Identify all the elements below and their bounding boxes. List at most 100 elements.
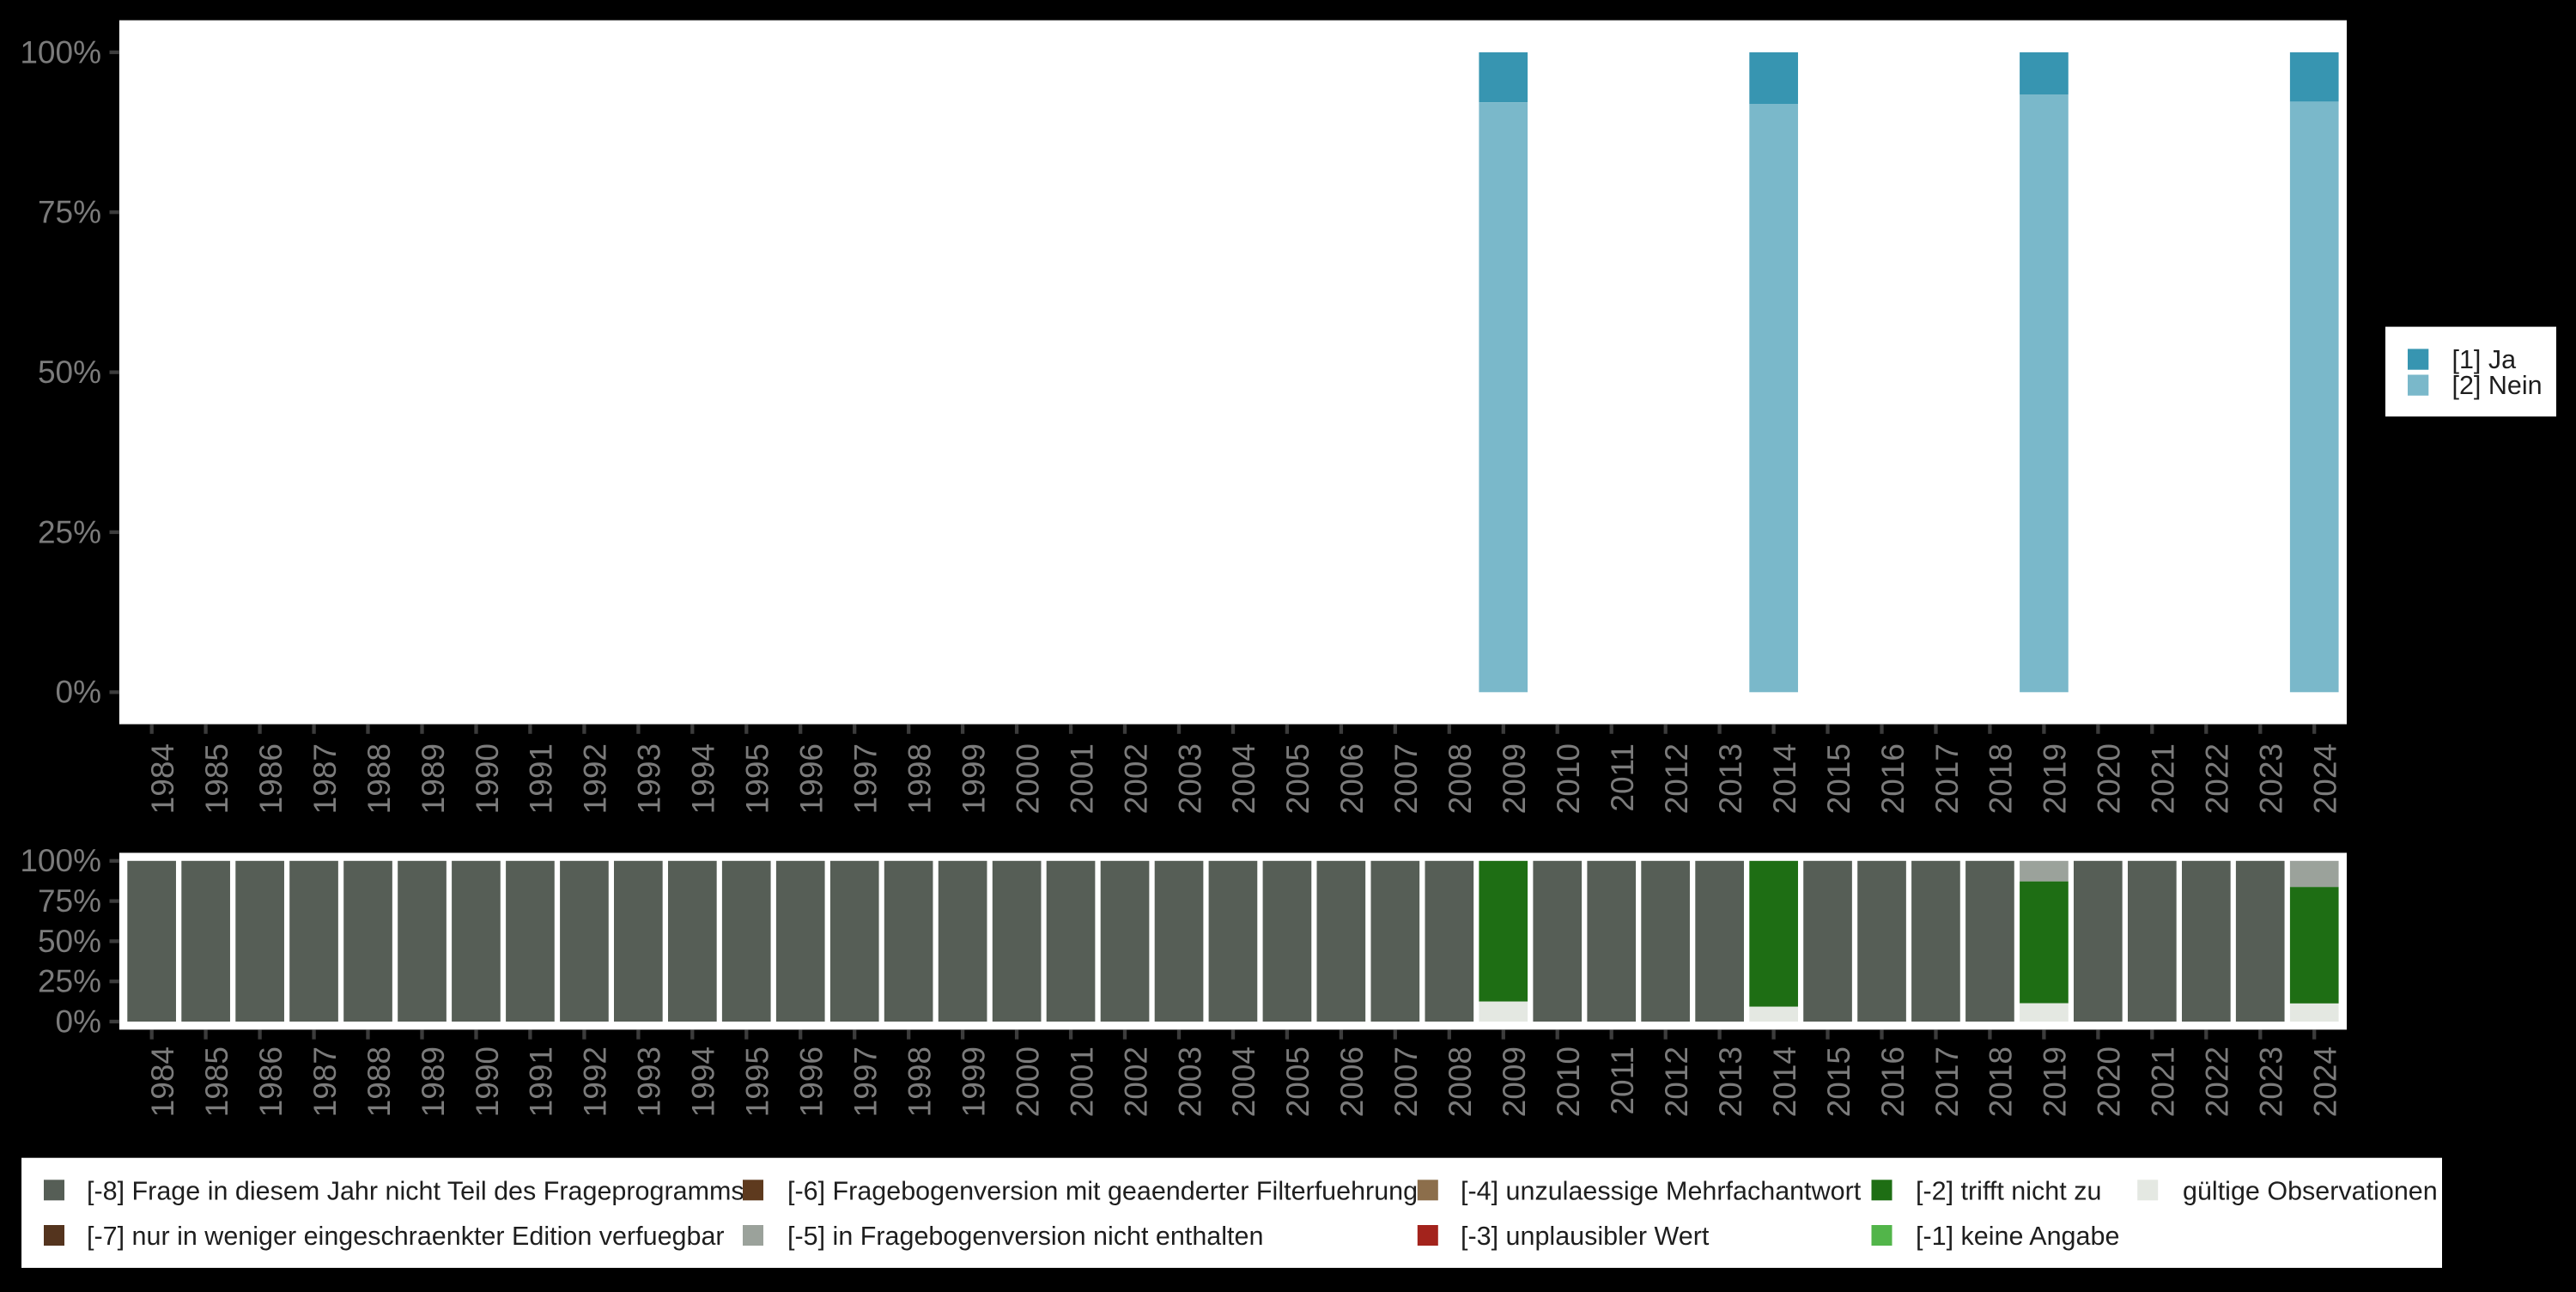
svg-text:2006: 2006 (1334, 743, 1370, 814)
svg-text:50%: 50% (38, 924, 101, 959)
svg-text:[-5] in Fragebogenversion nich: [-5] in Fragebogenversion nicht enthalte… (787, 1222, 1263, 1251)
svg-text:1992: 1992 (578, 743, 613, 814)
svg-text:1988: 1988 (361, 1046, 397, 1117)
svg-text:1992: 1992 (578, 1046, 613, 1117)
svg-text:1996: 1996 (794, 1046, 829, 1117)
svg-text:2013: 2013 (1713, 743, 1748, 814)
svg-text:0%: 0% (56, 675, 101, 710)
svg-text:2008: 2008 (1443, 743, 1478, 814)
svg-text:1995: 1995 (740, 743, 775, 814)
svg-text:75%: 75% (38, 195, 101, 230)
svg-text:1988: 1988 (361, 743, 397, 814)
svg-text:2012: 2012 (1659, 1046, 1694, 1117)
svg-text:2022: 2022 (2200, 1046, 2235, 1117)
svg-text:2019: 2019 (2038, 1046, 2073, 1117)
svg-text:1984: 1984 (145, 1046, 180, 1117)
svg-text:2003: 2003 (1172, 1046, 1207, 1117)
svg-text:2001: 2001 (1064, 1046, 1099, 1117)
svg-text:2016: 2016 (1875, 1046, 1911, 1117)
svg-text:[-2] trifft nicht zu: [-2] trifft nicht zu (1916, 1177, 2101, 1206)
svg-text:2015: 2015 (1821, 1046, 1856, 1117)
svg-text:1999: 1999 (956, 1046, 991, 1117)
svg-text:2020: 2020 (2092, 1046, 2127, 1117)
svg-text:2023: 2023 (2254, 1046, 2289, 1117)
svg-text:2001: 2001 (1064, 743, 1099, 814)
svg-text:2024: 2024 (2308, 743, 2343, 814)
svg-text:75%: 75% (38, 883, 101, 919)
svg-text:2007: 2007 (1388, 1046, 1424, 1117)
svg-text:1996: 1996 (794, 743, 829, 814)
svg-text:[-1] keine Angabe: [-1] keine Angabe (1916, 1222, 2119, 1251)
svg-text:1989: 1989 (416, 743, 451, 814)
svg-text:100%: 100% (20, 34, 101, 70)
svg-text:2000: 2000 (1010, 743, 1045, 814)
svg-text:2002: 2002 (1118, 1046, 1153, 1117)
svg-text:2017: 2017 (1929, 743, 1965, 814)
svg-text:2014: 2014 (1767, 743, 1802, 814)
svg-text:1995: 1995 (740, 1046, 775, 1117)
svg-text:2014: 2014 (1767, 1046, 1802, 1117)
svg-text:2018: 2018 (1984, 1046, 2019, 1117)
svg-text:2016: 2016 (1875, 743, 1911, 814)
svg-text:2024: 2024 (2308, 1046, 2343, 1117)
svg-text:[-4] unzulaessige Mehrfachantw: [-4] unzulaessige Mehrfachantwort (1461, 1177, 1862, 1206)
svg-text:2000: 2000 (1010, 1046, 1045, 1117)
svg-text:1993: 1993 (632, 1046, 667, 1117)
svg-text:1989: 1989 (416, 1046, 451, 1117)
svg-text:1997: 1997 (848, 1046, 884, 1117)
svg-text:1986: 1986 (253, 1046, 289, 1117)
svg-text:[-6] Fragebogenversion mit gea: [-6] Fragebogenversion mit geaenderter F… (787, 1177, 1418, 1206)
svg-text:2021: 2021 (2146, 743, 2181, 814)
svg-text:2005: 2005 (1280, 1046, 1315, 1117)
svg-text:2011: 2011 (1605, 1046, 1640, 1115)
svg-text:[2] Nein: [2] Nein (2452, 371, 2543, 400)
svg-text:1985: 1985 (199, 743, 234, 814)
svg-text:2017: 2017 (1929, 1046, 1965, 1117)
svg-text:2015: 2015 (1821, 743, 1856, 814)
svg-text:2021: 2021 (2146, 1046, 2181, 1117)
svg-text:1985: 1985 (199, 1046, 234, 1117)
svg-text:1991: 1991 (524, 743, 559, 814)
svg-text:1991: 1991 (524, 1046, 559, 1117)
svg-text:2023: 2023 (2254, 743, 2289, 814)
svg-text:[-8] Frage in diesem Jahr nich: [-8] Frage in diesem Jahr nicht Teil des… (87, 1177, 744, 1206)
svg-text:1990: 1990 (470, 1046, 505, 1117)
svg-text:1994: 1994 (686, 743, 721, 814)
svg-text:2008: 2008 (1443, 1046, 1478, 1117)
svg-text:gültige Observationen: gültige Observationen (2183, 1177, 2438, 1206)
svg-text:2009: 2009 (1497, 743, 1532, 814)
svg-text:1998: 1998 (902, 743, 938, 814)
svg-text:2007: 2007 (1388, 743, 1424, 814)
svg-text:50%: 50% (38, 355, 101, 390)
svg-text:1994: 1994 (686, 1046, 721, 1117)
svg-text:2003: 2003 (1172, 743, 1207, 814)
svg-text:1990: 1990 (470, 743, 505, 814)
svg-text:2006: 2006 (1334, 1046, 1370, 1117)
svg-text:2022: 2022 (2200, 743, 2235, 814)
svg-text:1993: 1993 (632, 743, 667, 814)
svg-text:2004: 2004 (1226, 743, 1261, 814)
svg-text:[-3] unplausibler Wert: [-3] unplausibler Wert (1461, 1222, 1710, 1251)
svg-text:[-7] nur in weniger eingeschra: [-7] nur in weniger eingeschraenkter Edi… (87, 1222, 725, 1251)
svg-text:100%: 100% (20, 843, 101, 878)
svg-text:2002: 2002 (1118, 743, 1153, 814)
svg-text:1984: 1984 (145, 743, 180, 814)
svg-text:2019: 2019 (2038, 743, 2073, 814)
svg-text:25%: 25% (38, 964, 101, 999)
svg-text:2011: 2011 (1605, 743, 1640, 812)
svg-text:1987: 1987 (307, 743, 343, 814)
svg-text:1998: 1998 (902, 1046, 938, 1117)
svg-text:1997: 1997 (848, 743, 884, 814)
svg-text:2004: 2004 (1226, 1046, 1261, 1117)
svg-text:1999: 1999 (956, 743, 991, 814)
svg-text:[1] Ja: [1] Ja (2452, 345, 2517, 374)
svg-text:2010: 2010 (1551, 1046, 1586, 1117)
svg-text:1987: 1987 (307, 1046, 343, 1117)
svg-text:0%: 0% (56, 1004, 101, 1039)
svg-text:1986: 1986 (253, 743, 289, 814)
svg-text:25%: 25% (38, 514, 101, 549)
svg-text:2005: 2005 (1280, 743, 1315, 814)
svg-text:2020: 2020 (2092, 743, 2127, 814)
svg-text:2013: 2013 (1713, 1046, 1748, 1117)
svg-text:2012: 2012 (1659, 743, 1694, 814)
